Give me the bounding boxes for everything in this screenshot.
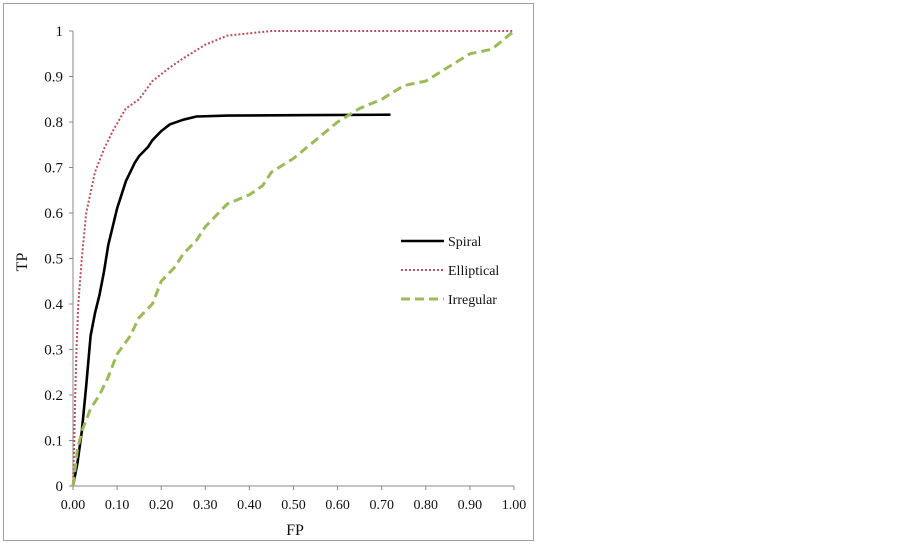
- series-line-irregular: [71, 29, 515, 487]
- axes: 0 0.1 0.2 0.3 0.4 0.5 0.6 0.7 0.8 0.9 1 0.00 0.10 0.2…: [44, 24, 526, 513]
- y-tick-label: 0.5: [44, 252, 63, 268]
- x-tick-label: 0.50: [281, 498, 306, 513]
- series-lines: [71, 29, 515, 487]
- x-tick-label: 0.30: [193, 498, 218, 513]
- chart-frame: [3, 3, 534, 541]
- x-tick-label: 1.00: [502, 498, 527, 513]
- legend-label-irregular: Irregular: [448, 293, 497, 308]
- x-axis-label: FP: [286, 522, 304, 539]
- y-tick-label: 0: [56, 479, 64, 495]
- y-tick-label: 0.7: [44, 161, 63, 177]
- x-tick-label: 0.00: [61, 498, 86, 513]
- x-tick-label: 0.70: [369, 498, 394, 513]
- y-tick-label: 0.4: [44, 297, 63, 313]
- y-tick-label: 0.6: [44, 206, 63, 222]
- x-tick-label: 0.10: [105, 498, 130, 513]
- series-line-elliptical: [72, 30, 514, 487]
- y-tick-label: 0.2: [44, 388, 63, 404]
- y-tick-label: 1: [56, 24, 64, 40]
- x-tick-label: 0.80: [414, 498, 439, 513]
- y-tick-label: 0.8: [44, 115, 63, 131]
- y-tick-label: 0.1: [44, 434, 63, 450]
- x-tick-label: 0.40: [237, 498, 262, 513]
- legend-label-spiral: Spiral: [448, 235, 482, 250]
- y-tick-label: 0.3: [44, 343, 63, 359]
- legend: Spiral Elliptical Irregular: [401, 235, 499, 308]
- x-tick-label: 0.20: [149, 498, 174, 513]
- series-line-spiral: [71, 113, 391, 487]
- y-tick-label: 0.9: [44, 70, 63, 86]
- legend-label-elliptical: Elliptical: [448, 264, 499, 279]
- x-tick-label: 0.90: [458, 498, 483, 513]
- x-tick-label: 0.60: [325, 498, 350, 513]
- y-axis-label: TP: [14, 253, 31, 272]
